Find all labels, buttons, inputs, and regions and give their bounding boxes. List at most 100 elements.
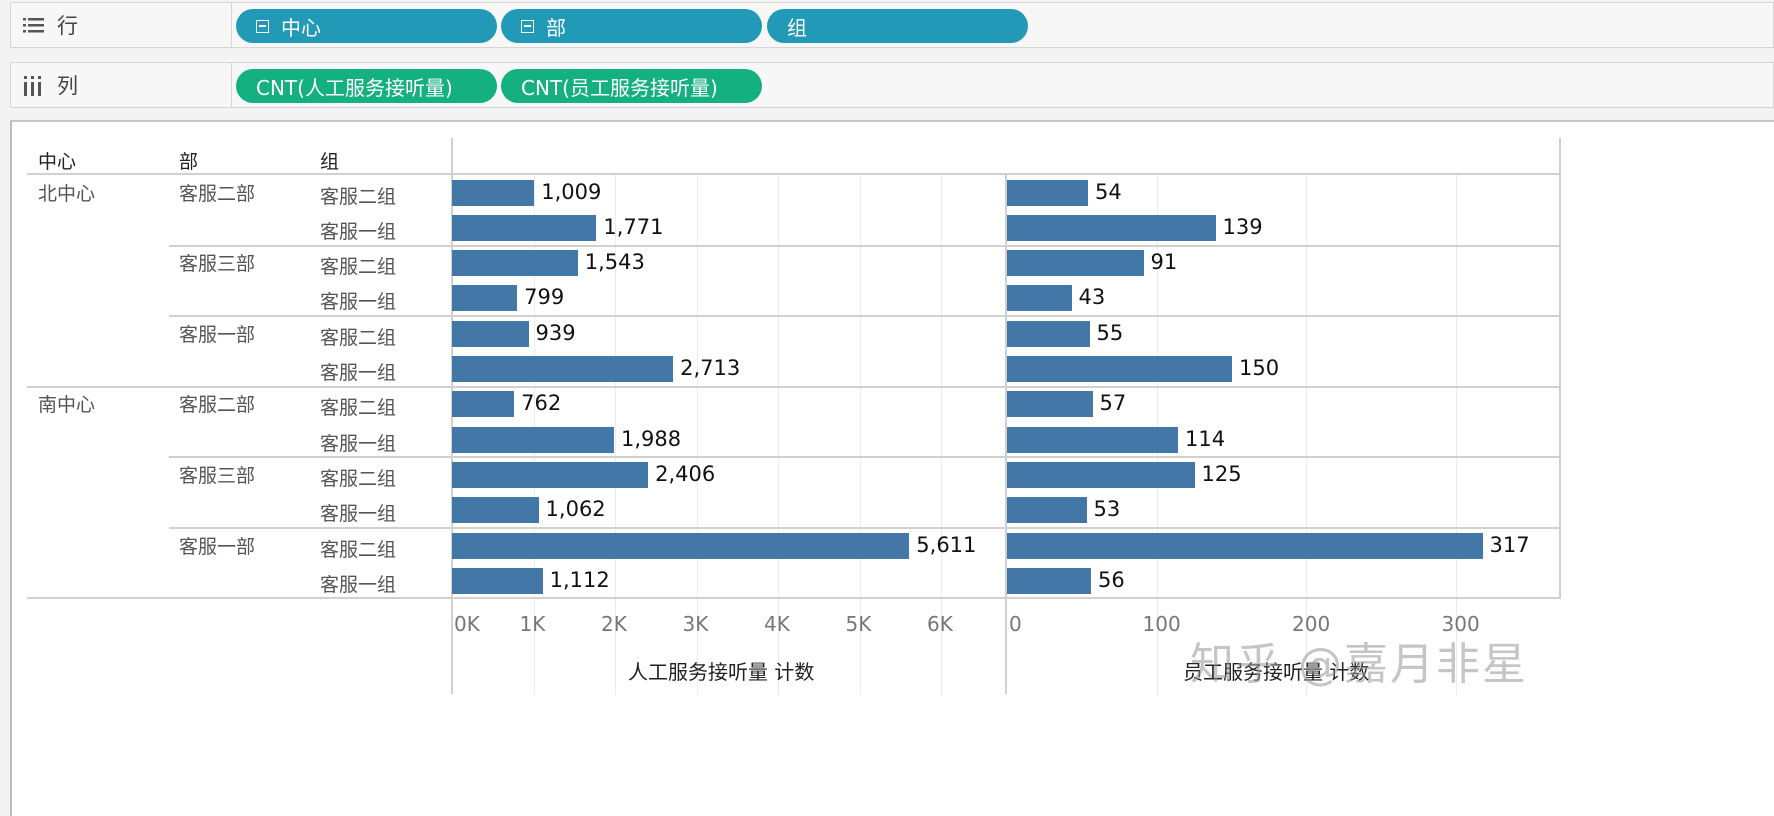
gridline bbox=[778, 175, 779, 695]
row-group-label: 客服一组 bbox=[320, 573, 397, 596]
bar[interactable] bbox=[1007, 179, 1088, 206]
row-dept-label: 客服二部 bbox=[179, 394, 256, 417]
bar[interactable] bbox=[1007, 426, 1178, 453]
gridline bbox=[1306, 175, 1307, 695]
bar[interactable] bbox=[452, 320, 529, 347]
bar[interactable] bbox=[452, 426, 615, 453]
bar[interactable] bbox=[1007, 356, 1232, 382]
header-divider bbox=[27, 173, 1561, 175]
row-group-label: 客服二组 bbox=[320, 538, 397, 561]
bar[interactable] bbox=[1007, 285, 1072, 312]
bar[interactable] bbox=[452, 285, 518, 312]
bar-value-label: 54 bbox=[1095, 179, 1122, 204]
bar[interactable] bbox=[452, 179, 535, 206]
collapse-icon[interactable] bbox=[256, 19, 269, 33]
axis-tick-label: 0K bbox=[454, 612, 480, 636]
bar[interactable] bbox=[1007, 532, 1483, 559]
bar[interactable] bbox=[1007, 214, 1216, 241]
bar-value-label: 317 bbox=[1489, 532, 1530, 557]
bar-value-label: 114 bbox=[1185, 426, 1226, 451]
bar-value-label: 2,713 bbox=[680, 356, 741, 380]
bar-value-label: 1,009 bbox=[541, 179, 602, 204]
bar-value-label: 5,611 bbox=[916, 532, 977, 557]
bar-value-label: 799 bbox=[524, 285, 565, 310]
bar[interactable] bbox=[1007, 391, 1093, 418]
row-center-label: 北中心 bbox=[38, 182, 96, 205]
axis-tick-label: 1K bbox=[519, 612, 546, 636]
bar-value-label: 55 bbox=[1096, 320, 1124, 345]
row-dept-label: 客服一部 bbox=[179, 535, 256, 558]
bar-value-label: 1,988 bbox=[621, 426, 682, 451]
row-pill-label: 部 bbox=[546, 15, 566, 40]
bar-value-label: 1,112 bbox=[549, 567, 610, 592]
bar[interactable] bbox=[452, 532, 910, 559]
column-pill-staff-service[interactable]: CNT(员工服务接听量) bbox=[501, 69, 762, 103]
bar[interactable] bbox=[1007, 250, 1144, 277]
gridline bbox=[696, 175, 698, 695]
bar-value-label: 43 bbox=[1078, 285, 1106, 310]
axis-tick-label: 300 bbox=[1441, 612, 1480, 636]
axis-tick-label: 200 bbox=[1292, 612, 1331, 636]
rows-shelf-label: 行 bbox=[11, 3, 232, 47]
header-group: 组 bbox=[320, 151, 340, 173]
bar-value-label: 125 bbox=[1201, 461, 1242, 486]
row-group-label: 客服一组 bbox=[320, 362, 397, 384]
bar[interactable] bbox=[1007, 497, 1087, 524]
dept-divider bbox=[169, 244, 1561, 247]
row-center-label: 南中心 bbox=[38, 394, 96, 417]
pane-divider bbox=[1559, 138, 1561, 598]
bar-value-label: 939 bbox=[535, 320, 576, 345]
bar-value-label: 762 bbox=[521, 391, 562, 416]
row-pill-group[interactable]: 组 bbox=[767, 9, 1028, 43]
bar-value-label: 91 bbox=[1150, 250, 1178, 275]
gridline bbox=[615, 175, 616, 695]
row-group-label: 客服一组 bbox=[320, 503, 397, 526]
bar[interactable] bbox=[452, 250, 578, 277]
bar[interactable] bbox=[1007, 461, 1195, 488]
row-group-label: 客服二组 bbox=[320, 256, 397, 279]
row-pill-dept[interactable]: 部 bbox=[501, 9, 762, 43]
bar-value-label: 139 bbox=[1222, 214, 1263, 239]
axis-tick-label: 3K bbox=[682, 612, 709, 636]
bar-value-label: 1,771 bbox=[603, 214, 664, 239]
bar[interactable] bbox=[452, 567, 543, 594]
column-pill-manual-service[interactable]: CNT(人工服务接听量) bbox=[236, 69, 497, 103]
row-dept-label: 客服三部 bbox=[179, 253, 256, 276]
row-pill-label: 中心 bbox=[281, 15, 321, 40]
bar[interactable] bbox=[452, 497, 539, 524]
bar[interactable] bbox=[452, 214, 597, 241]
columns-shelf-label: 列 bbox=[11, 63, 232, 107]
bar[interactable] bbox=[452, 391, 515, 418]
rows-list-icon bbox=[23, 15, 45, 35]
viz-card bbox=[10, 120, 1774, 816]
axis-tick-label: 4K bbox=[764, 612, 790, 636]
collapse-icon[interactable] bbox=[521, 19, 534, 33]
axis-tick-label: 5K bbox=[845, 612, 872, 636]
row-group-label: 客服一组 bbox=[320, 220, 397, 243]
row-dept-label: 客服三部 bbox=[179, 464, 256, 487]
gridline bbox=[941, 175, 942, 695]
center-divider bbox=[27, 385, 1561, 388]
row-pill-center[interactable]: 中心 bbox=[236, 9, 497, 43]
axis-tick-label: 6K bbox=[927, 612, 953, 636]
axis-title-staff: 员工服务接听量 计数 bbox=[1183, 660, 1370, 684]
bar[interactable] bbox=[1007, 320, 1090, 347]
bar-value-label: 56 bbox=[1098, 567, 1125, 592]
bar[interactable] bbox=[452, 461, 649, 488]
row-group-label: 客服二组 bbox=[320, 185, 397, 208]
gridline bbox=[859, 175, 861, 695]
row-dept-label: 客服二部 bbox=[179, 182, 256, 205]
bar-value-label: 1,543 bbox=[584, 250, 645, 275]
axis-tick-label: 2K bbox=[601, 612, 627, 636]
columns-shelf: 列 CNT(人工服务接听量) CNT(员工服务接听量) bbox=[10, 62, 1774, 108]
bar-value-label: 2,406 bbox=[655, 461, 716, 486]
bar[interactable] bbox=[452, 356, 674, 382]
axis-title-manual: 人工服务接听量 计数 bbox=[628, 660, 815, 684]
bar[interactable] bbox=[1007, 567, 1091, 594]
dept-divider bbox=[169, 456, 1561, 459]
row-group-label: 客服一组 bbox=[320, 432, 397, 455]
bar-value-label: 57 bbox=[1099, 391, 1127, 416]
row-group-label: 客服二组 bbox=[320, 326, 397, 349]
dept-divider bbox=[169, 315, 1561, 318]
axis-tick-label: 0 bbox=[1009, 612, 1022, 636]
